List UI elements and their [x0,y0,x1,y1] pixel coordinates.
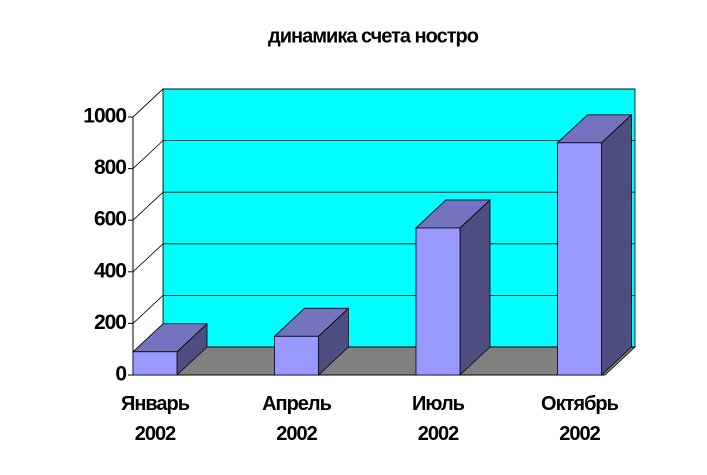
x-tick-label: Апрель 2002 [262,393,332,445]
bar-side [459,199,491,376]
x-tick-label: Июль 2002 [412,393,465,445]
bar-side [601,113,632,376]
bar-front [274,335,319,376]
bar [273,307,350,376]
y-tick-label: 0 [115,363,126,386]
y-tick-label: 800 [94,156,126,179]
grid-line [132,88,635,118]
bar [414,199,492,376]
chart-title: динамика счета ностро [268,25,479,47]
bar [131,322,209,376]
bar-front [415,227,461,376]
grid-line [132,140,635,169]
x-tick-label: Октябрь 2002 [541,393,619,445]
grid-line [132,191,635,221]
bar [556,113,633,376]
y-tick-label: 600 [94,208,126,231]
bar-front [132,351,178,376]
x-tick-label: Январь 2002 [121,393,190,445]
y-tick-label: 200 [94,311,126,334]
y-tick-label: 400 [94,259,126,282]
y-tick-label: 1000 [83,105,126,128]
bar-front [557,142,602,376]
